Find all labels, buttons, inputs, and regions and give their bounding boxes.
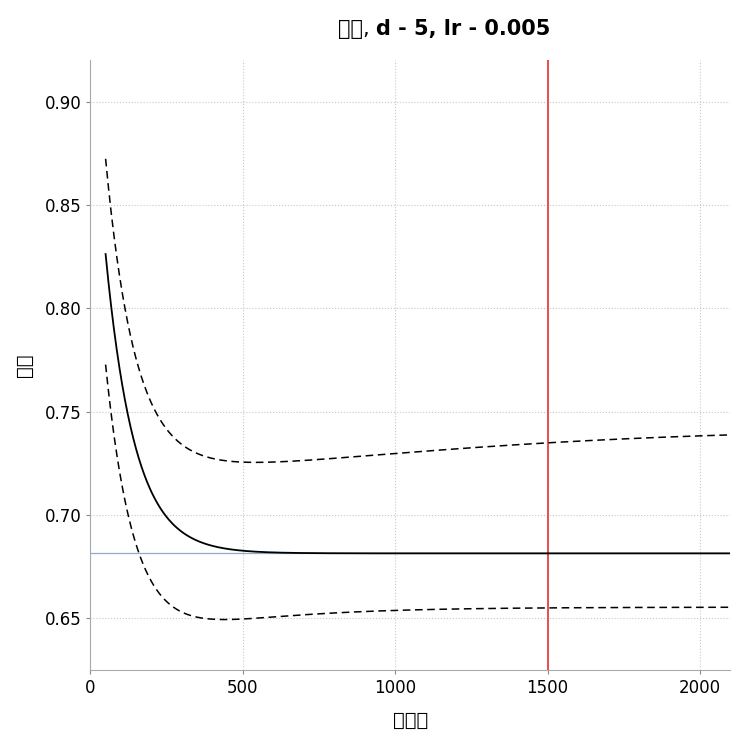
- Text: d - 5, lr - 0.005: d - 5, lr - 0.005: [376, 19, 551, 38]
- Text: 存在,: 存在,: [338, 19, 376, 38]
- Y-axis label: 偏差: 偏差: [14, 353, 33, 377]
- X-axis label: 树数量: 树数量: [393, 711, 428, 730]
